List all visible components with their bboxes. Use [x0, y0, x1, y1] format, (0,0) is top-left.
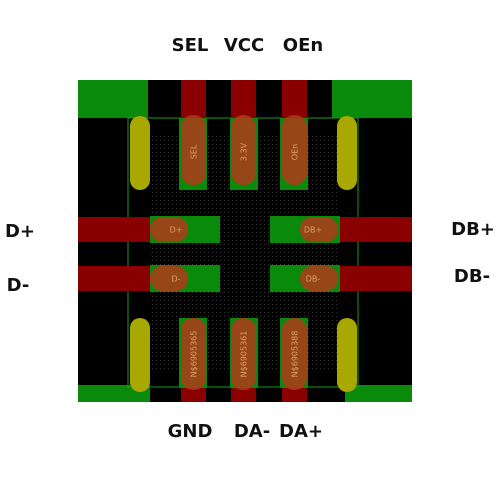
corner-copper [78, 80, 412, 402]
pad-label: OEn [291, 144, 300, 160]
pin-label: DA+ [279, 421, 323, 442]
pad-label: N$6905361 [240, 331, 249, 378]
pads [130, 115, 357, 392]
pin-label: GND [168, 421, 213, 442]
pin-label: OEn [283, 35, 323, 56]
pad-label: D- [171, 275, 180, 284]
pin-label: D+ [5, 221, 35, 242]
pin-labels: SEL VCC OEn D+ D- DB+ DB- GND DA- DA+ [5, 35, 495, 442]
pad-label: D+ [170, 226, 183, 235]
pad-label: N$6905388 [291, 331, 300, 378]
pad-labels: SEL 3.3V OEn D+ D- DB+ DB- N$6905365 N$6… [170, 142, 323, 377]
pin-label: VCC [224, 35, 264, 56]
pin-label: DB+ [451, 219, 495, 240]
pad-label: N$6905365 [190, 331, 199, 378]
pin-label: D- [7, 275, 30, 296]
pad-label: DB- [306, 275, 321, 284]
pin-label: DA- [234, 421, 270, 442]
pad-label: DB+ [304, 226, 322, 235]
pin-label: SEL [172, 35, 209, 56]
pad-label: SEL [190, 144, 199, 159]
pin-label: DB- [454, 266, 490, 287]
pad-label: 3.3V [240, 142, 249, 161]
